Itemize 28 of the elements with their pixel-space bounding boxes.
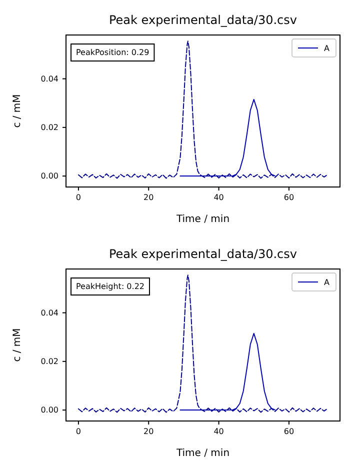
legend-label: A [324, 44, 330, 53]
annotation: PeakPosition: 0.29 [76, 48, 150, 57]
x-tick-label: 60 [284, 427, 294, 436]
x-tick-label: 0 [76, 427, 81, 436]
y-tick-label: 0.00 [40, 406, 58, 415]
x-tick-label: 20 [144, 193, 154, 202]
y-axis-title: c / mM [12, 328, 23, 362]
x-tick-label: 20 [144, 427, 154, 436]
line-series [180, 332, 276, 411]
chart-title: Peak experimental_data/30.csv [108, 247, 298, 261]
x-tick-label: 60 [284, 193, 294, 202]
x-tick-label: 40 [214, 427, 224, 436]
x-axis-title: Time / min [175, 214, 230, 225]
y-tick-label: 0.04 [40, 74, 58, 84]
y-tick-label: 0.02 [40, 356, 58, 366]
x-tick-label: 40 [214, 193, 224, 202]
line-series [78, 40, 328, 179]
x-axis-title: Time / min [175, 448, 230, 459]
y-tick-label: 0.04 [40, 308, 58, 318]
chart-title: Peak experimental_data/30.csv [108, 13, 298, 27]
y-tick-label: 0.00 [40, 172, 58, 181]
y-tick-label: 0.02 [40, 122, 58, 132]
annotation: PeakHeight: 0.22 [76, 282, 144, 291]
line-series [78, 274, 328, 413]
legend-label: A [324, 278, 330, 287]
line-series [180, 98, 276, 177]
x-tick-label: 0 [76, 193, 81, 202]
y-axis-title: c / mM [12, 94, 23, 128]
